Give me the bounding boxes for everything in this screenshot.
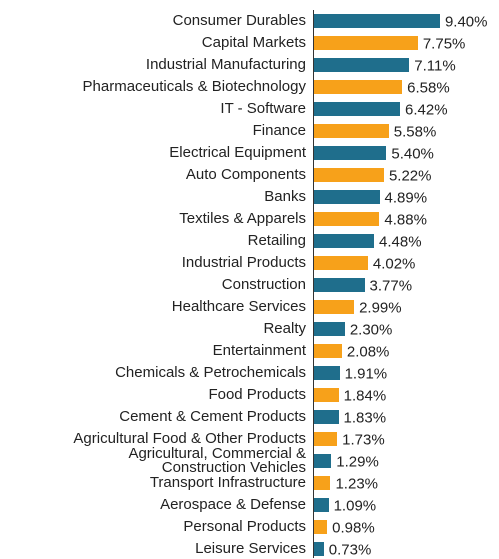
- category-label: Industrial Products: [181, 254, 306, 271]
- category-label: IT - Software: [220, 100, 306, 117]
- category-label: Auto Components: [185, 166, 306, 183]
- bar: [314, 498, 329, 512]
- category-label: Chemicals & Petrochemicals: [115, 364, 306, 381]
- value-label: 4.88%: [384, 211, 427, 229]
- value-label: 7.11%: [414, 57, 456, 75]
- category-label: Finance: [252, 122, 306, 139]
- category-label: Consumer Durables: [172, 12, 306, 29]
- category-label: Food Products: [208, 386, 306, 403]
- bar: [314, 36, 418, 50]
- category-label: Pharmaceuticals & Biotechnology: [82, 78, 306, 95]
- bar: [314, 14, 440, 28]
- category-label: Industrial Manufacturing: [145, 56, 306, 73]
- bar: [314, 322, 345, 336]
- category-label: Entertainment: [212, 342, 306, 359]
- value-label: 1.23%: [335, 475, 379, 493]
- bar: [314, 300, 355, 314]
- bar: [314, 212, 380, 226]
- value-label: 1.09%: [333, 497, 377, 515]
- value-label: 1.29%: [336, 453, 379, 471]
- value-label: 5.58%: [393, 123, 437, 141]
- bar: [314, 190, 380, 204]
- category-label: Electrical Equipment: [169, 144, 306, 161]
- value-label: 1.84%: [343, 387, 387, 405]
- value-label: 7.75%: [422, 35, 466, 53]
- value-label: 5.40%: [391, 145, 434, 163]
- bar: [314, 278, 365, 292]
- category-label: Agricultural Food & Other Products: [73, 430, 306, 447]
- category-label: Cement & Cement Products: [119, 408, 306, 425]
- category-label: Aerospace & Defense: [160, 496, 306, 513]
- value-label: 4.02%: [372, 255, 416, 273]
- category-label: Agricultural, Commercial & Construction …: [128, 445, 306, 476]
- axis-line: [313, 10, 314, 558]
- category-label: Healthcare Services: [171, 298, 306, 315]
- category-label: Transport Infrastructure: [149, 474, 306, 491]
- category-label: Personal Products: [183, 518, 306, 535]
- value-label: 0.73%: [328, 541, 372, 559]
- bar: [314, 542, 324, 556]
- value-label: 2.08%: [346, 343, 390, 361]
- value-label: 6.58%: [407, 79, 450, 97]
- category-label: Textiles & Apparels: [179, 210, 306, 227]
- value-label: 4.48%: [379, 233, 422, 251]
- bar: [314, 124, 389, 138]
- bar: [314, 256, 368, 270]
- value-label: 3.77%: [369, 277, 413, 295]
- bar: [314, 102, 401, 116]
- bar: [314, 476, 331, 490]
- value-label: 1.91%: [344, 365, 388, 383]
- bar: [314, 366, 340, 380]
- category-label: Realty: [263, 320, 306, 337]
- bar: [314, 388, 339, 402]
- value-label: 9.40%: [444, 13, 488, 31]
- bar: [314, 80, 403, 94]
- bar: [314, 410, 339, 424]
- bar: [314, 58, 410, 72]
- category-label: Retailing: [247, 232, 306, 249]
- category-label: Capital Markets: [201, 34, 306, 51]
- bar: [314, 520, 328, 534]
- value-label: 1.83%: [343, 409, 387, 427]
- bar: [314, 344, 342, 358]
- value-label: 4.89%: [384, 189, 428, 207]
- category-label: Leisure Services: [195, 540, 306, 557]
- bar: [314, 432, 338, 446]
- value-label: 1.73%: [342, 431, 385, 449]
- value-label: 0.98%: [332, 519, 375, 537]
- bar: [314, 234, 375, 248]
- bar: [314, 146, 387, 160]
- category-label: Banks: [264, 188, 306, 205]
- value-label: 2.30%: [349, 321, 393, 339]
- category-label: Construction: [221, 276, 306, 293]
- value-label: 2.99%: [359, 299, 402, 317]
- bar: [314, 454, 332, 468]
- value-label: 6.42%: [405, 101, 448, 119]
- value-label: 5.22%: [388, 167, 432, 185]
- bar: [314, 168, 384, 182]
